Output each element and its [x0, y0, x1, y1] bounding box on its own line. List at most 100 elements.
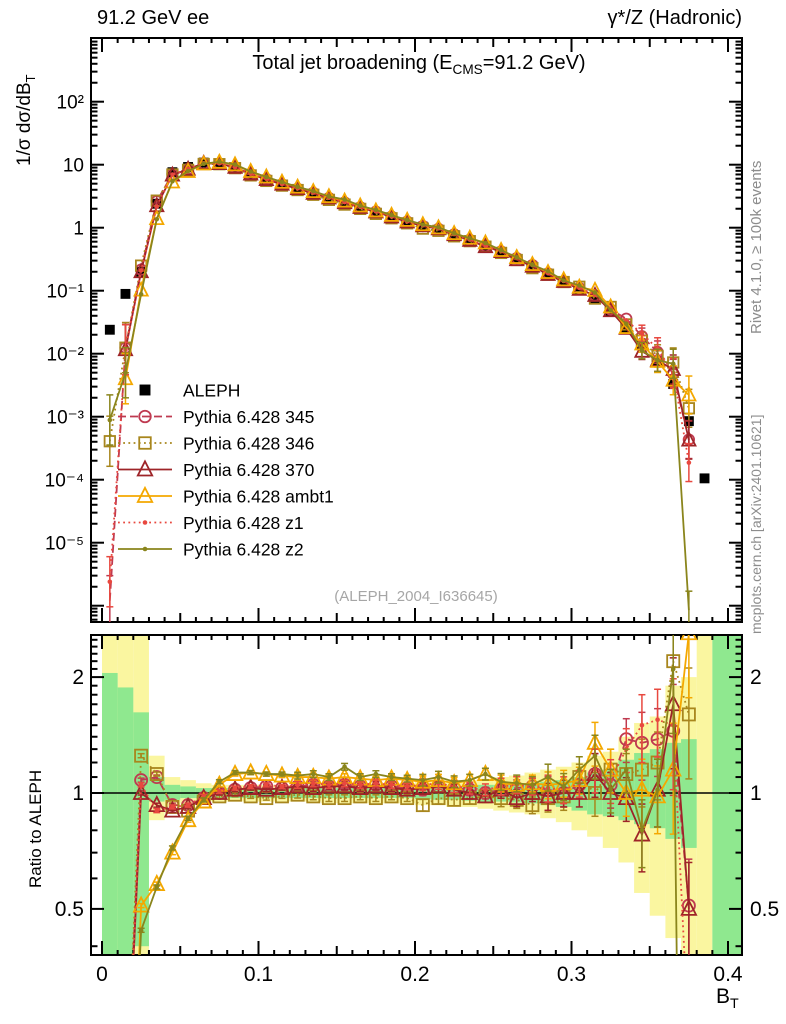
marker-dot — [467, 777, 473, 783]
marker-dot — [357, 774, 363, 780]
marker-triangle-open — [304, 777, 322, 795]
marker-dot — [310, 188, 316, 194]
legend-item-pythia-6-428-ambt1: Pythia 6.428 ambt1 — [118, 485, 334, 507]
marker-triangle-open — [477, 237, 494, 254]
marker-dot — [655, 787, 660, 792]
marker-dot — [107, 579, 113, 585]
legend-label: Pythia 6.428 z2 — [183, 540, 304, 560]
x-axis-label-text: B — [716, 985, 731, 1008]
marker-dot — [389, 774, 394, 780]
marker-dot — [592, 753, 598, 758]
marker-dot — [232, 162, 238, 167]
mcplots-arxiv-note: mcplots.cern.ch [arXiv:2401.10621] — [748, 414, 764, 634]
marker-dot — [279, 771, 285, 777]
beam-energy-label: 91.2 GeV ee — [97, 7, 210, 29]
series-line — [139, 668, 678, 955]
marker-dot — [232, 785, 238, 791]
tick-label: 0.2 — [400, 963, 429, 986]
marker-dot — [217, 779, 222, 784]
marker-triangle-open — [148, 873, 166, 891]
marker-dot — [373, 780, 379, 786]
marker-dot — [561, 278, 566, 283]
marker-dot — [530, 262, 535, 268]
legend-label: Pythia 6.428 345 — [183, 407, 314, 427]
marker-dot — [154, 216, 160, 222]
plot-title: Total jet broadening (ECMS=91.2 GeV) — [96, 52, 742, 77]
marker-dot — [436, 225, 441, 230]
marker-dot — [170, 178, 175, 184]
marker-triangle-open — [382, 777, 401, 795]
marker-dot — [483, 240, 488, 246]
marker-dot — [451, 231, 457, 236]
marker-square-filled — [120, 288, 131, 299]
series-line — [108, 160, 690, 611]
marker-dot — [577, 283, 582, 288]
marker-dot — [483, 787, 488, 792]
marker-dot — [326, 774, 332, 780]
tick-label: 10⁻⁵ — [45, 534, 84, 555]
marker-dot — [154, 808, 160, 813]
marker-triangle-open — [242, 762, 260, 780]
marker-dot — [655, 358, 660, 363]
marker-triangle-open — [523, 782, 542, 800]
marker-dot — [138, 268, 144, 273]
marker-dot — [404, 776, 410, 781]
marker-dot — [138, 782, 144, 788]
axes — [90, 37, 743, 956]
plot-title-text-end: =91.2 GeV) — [482, 52, 586, 74]
tick-label: 2 — [750, 666, 762, 689]
marker-triangle-open — [163, 842, 182, 860]
marker-triangle-open — [398, 779, 416, 797]
marker-dot — [170, 172, 175, 177]
marker-dot — [577, 767, 582, 772]
marker-triangle-open — [461, 782, 479, 800]
marker-dot — [217, 159, 222, 165]
marker-dot — [232, 770, 238, 775]
marker-dot — [389, 212, 394, 218]
marker-dot — [623, 321, 629, 327]
marker-dot — [670, 666, 676, 672]
legend: ALEPH Pythia 6.428 345 Pythia 6.428 346 Pyt… — [118, 381, 334, 560]
marker-triangle-open — [163, 800, 182, 818]
tick-label: 0.1 — [244, 963, 273, 986]
legend-item-aleph: ALEPH — [139, 381, 240, 401]
process-label: γ*/Z (Hadronic) — [607, 7, 742, 29]
main-panel-data — [103, 152, 710, 622]
main-y-axis-label-subscript: T — [22, 74, 38, 83]
marker-dot — [310, 780, 316, 786]
legend-item-pythia-6-428-346: Pythia 6.428 346 — [118, 434, 314, 454]
marker-triangle-open — [148, 209, 165, 226]
marker-triangle-open — [618, 318, 635, 334]
marker-dot — [217, 789, 222, 794]
marker-dot — [404, 784, 410, 789]
marker-triangle-open — [680, 898, 698, 916]
legend-label: Pythia 6.428 346 — [183, 434, 314, 454]
tick-label: 0.3 — [557, 963, 586, 986]
marker-dot — [138, 927, 144, 933]
legend-label: Pythia 6.428 z1 — [183, 513, 304, 533]
series-line — [131, 660, 690, 955]
marker-dot — [498, 247, 504, 253]
marker-triangle-open — [476, 786, 495, 804]
marker-dot — [201, 797, 207, 803]
marker-dot — [170, 804, 175, 810]
ratio-panel-data — [91, 635, 742, 955]
marker-dot — [639, 828, 645, 833]
marker-dot — [142, 546, 148, 552]
series-pythia-6-428-z2 — [106, 159, 693, 622]
marker-dot — [420, 222, 426, 227]
marker-triangle-open — [617, 782, 635, 800]
marker-dot — [185, 815, 191, 821]
marker-dot — [279, 784, 285, 789]
marker-dot — [295, 184, 300, 190]
legend-item-pythia-6-428-z2: Pythia 6.428 z2 — [118, 540, 304, 560]
band-bin — [117, 687, 134, 955]
marker-triangle-open — [180, 159, 197, 176]
plot-title-text: Total jet broadening (E — [252, 52, 453, 74]
legend-label: ALEPH — [183, 381, 240, 401]
tick-label: 1 — [73, 219, 84, 240]
marker-dot — [264, 782, 269, 788]
marker-triangle-open — [136, 485, 154, 503]
marker-dot — [185, 168, 191, 174]
